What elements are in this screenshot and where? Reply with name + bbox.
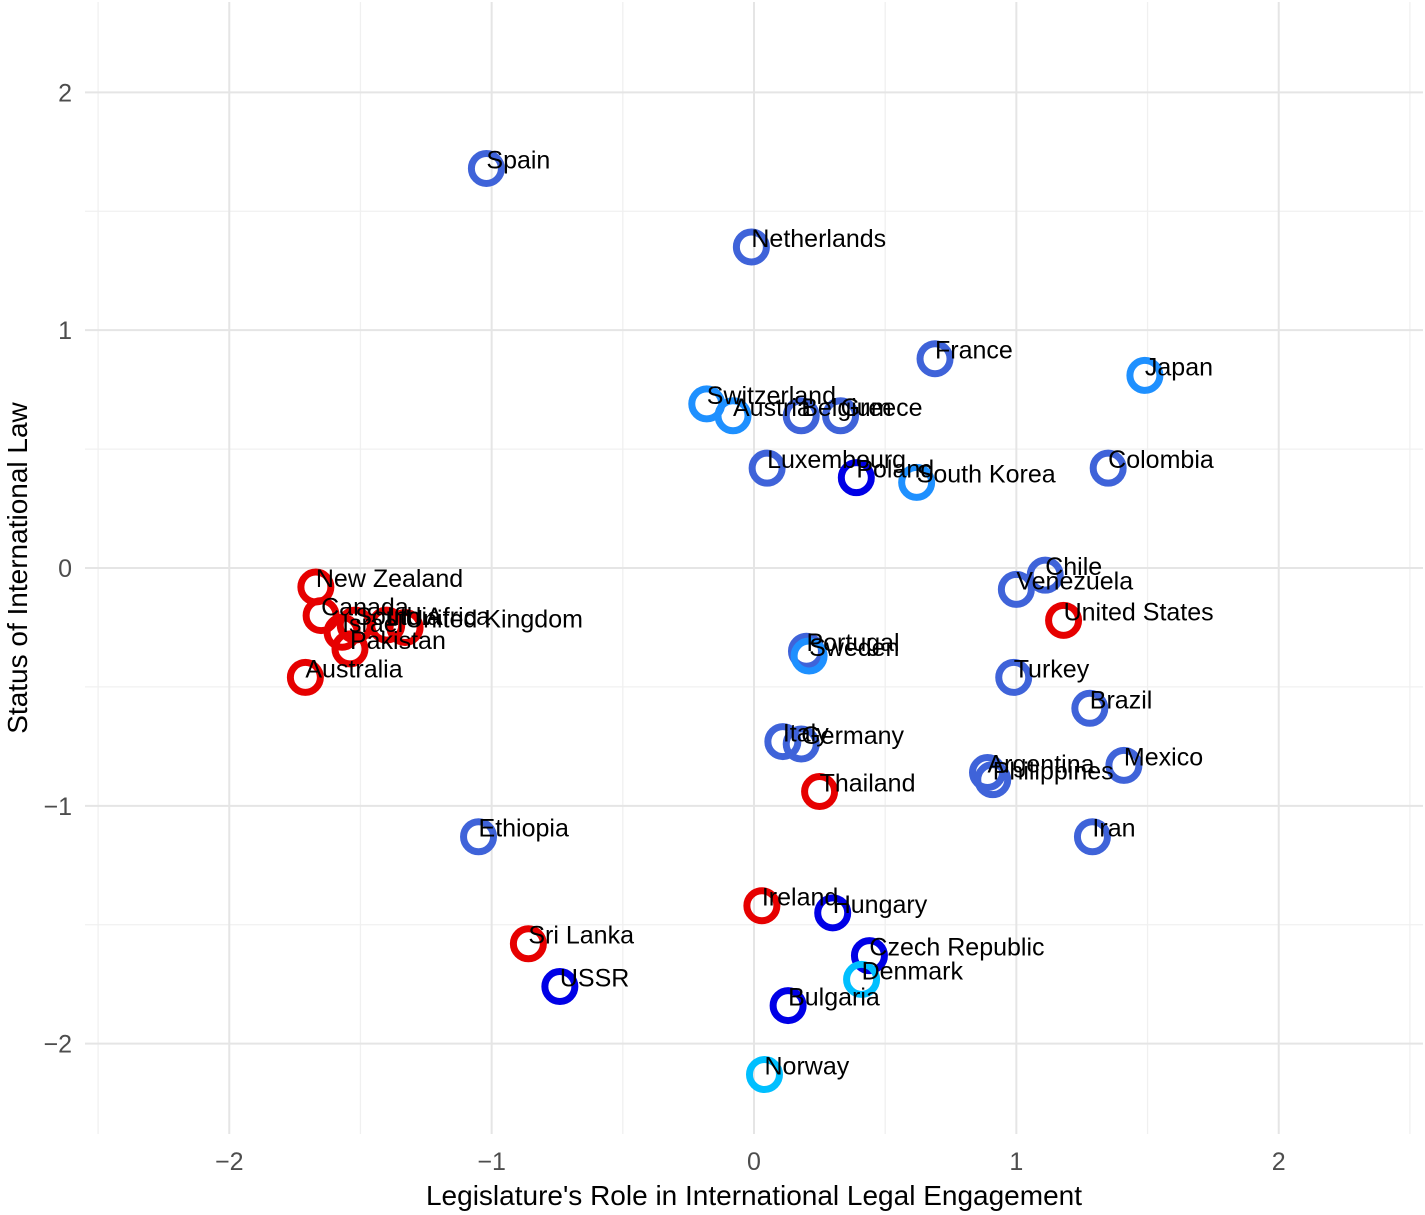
point-label: USSR — [560, 965, 629, 993]
point-label: Brazil — [1090, 686, 1153, 714]
point-label: Sweden — [809, 634, 899, 662]
x-tick-label: −2 — [215, 1148, 244, 1176]
point-label: Mexico — [1124, 743, 1203, 771]
y-tick-label: −1 — [43, 793, 72, 821]
y-axis-tick-labels: −2 −1 0 1 2 — [43, 79, 72, 1058]
point-label: Argentina — [987, 751, 1094, 779]
point-label: Greece — [841, 394, 923, 422]
point-label: Netherlands — [751, 225, 886, 253]
data-points — [286, 149, 1164, 1094]
point-label: Switzerland — [707, 382, 836, 410]
data-point — [541, 968, 579, 1006]
data-point — [1126, 356, 1164, 394]
point-label: Germany — [801, 722, 904, 750]
point-label: Spain — [486, 146, 550, 174]
data-point — [898, 463, 936, 501]
data-point — [790, 637, 828, 675]
data-point — [822, 397, 860, 435]
point-label: Pakistan — [350, 627, 446, 655]
data-point — [801, 773, 839, 811]
point-label: South Korea — [917, 460, 1056, 488]
data-point — [509, 925, 547, 963]
y-tick-label: 1 — [58, 317, 72, 345]
x-tick-label: 0 — [747, 1148, 761, 1176]
point-label: Israel — [342, 610, 403, 638]
point-label: United Kingdom — [405, 605, 583, 633]
point-label: Czech Republic — [869, 934, 1044, 962]
point-label: Poland — [856, 456, 934, 484]
data-point — [368, 606, 406, 644]
x-axis-title: Legislature's Role in International Lega… — [426, 1180, 1082, 1211]
data-point — [467, 149, 505, 187]
point-label: Hungary — [833, 891, 928, 919]
point-label: Venezuela — [1016, 567, 1133, 595]
x-tick-label: 2 — [1272, 1148, 1286, 1176]
data-point — [1105, 746, 1143, 784]
y-tick-label: −2 — [43, 1031, 72, 1059]
data-point — [286, 658, 324, 696]
data-point — [769, 987, 807, 1025]
data-point — [331, 630, 369, 668]
point-label: Iran — [1092, 815, 1135, 843]
x-tick-label: 1 — [1009, 1148, 1023, 1176]
y-tick-label: 0 — [58, 555, 72, 583]
data-point — [995, 658, 1033, 696]
data-point — [732, 228, 770, 266]
point-label: Turkey — [1014, 655, 1090, 683]
point-label: Bulgaria — [788, 984, 880, 1012]
point-label: Ethiopia — [479, 815, 569, 843]
x-axis-tick-labels: −2 −1 0 1 2 — [215, 1148, 1286, 1176]
point-label: Philippines — [993, 758, 1114, 786]
data-point — [743, 887, 781, 925]
data-point — [1089, 449, 1127, 487]
data-point — [745, 1056, 783, 1094]
point-label: South Africa — [355, 603, 490, 631]
data-point — [1045, 601, 1083, 639]
point-label: Sri Lanka — [528, 922, 634, 950]
point-label: Australia — [305, 655, 402, 683]
data-point — [916, 340, 954, 378]
data-point — [997, 570, 1035, 608]
point-label: Canada — [321, 594, 409, 622]
major-gridlines — [85, 2, 1423, 1134]
data-point — [782, 725, 820, 763]
data-point — [748, 449, 786, 487]
y-axis-title: Status of International Law — [2, 401, 33, 733]
point-label: Belgium — [801, 394, 891, 422]
data-point — [1071, 689, 1109, 727]
point-label: Ireland — [762, 884, 838, 912]
data-point — [782, 397, 820, 435]
data-point — [764, 723, 802, 761]
point-label: Japan — [1145, 353, 1213, 381]
point-label: United States — [1064, 598, 1214, 626]
y-tick-label: 2 — [58, 79, 72, 107]
point-label: New Zealand — [316, 565, 463, 593]
data-point — [814, 894, 852, 932]
data-point — [714, 397, 752, 435]
point-label: Thailand — [820, 770, 916, 798]
point-label: Denmark — [862, 957, 964, 985]
data-point — [974, 761, 1012, 799]
point-label: Colombia — [1108, 446, 1214, 474]
data-point — [843, 960, 881, 998]
point-label: Austria — [733, 394, 811, 422]
data-point — [1073, 818, 1111, 856]
point-label: India — [387, 603, 441, 631]
point-label: Luxembourg — [767, 446, 906, 474]
point-label: Chile — [1045, 553, 1102, 581]
point-label: Portugal — [806, 629, 899, 657]
point-label: Italy — [783, 720, 829, 748]
point-label: France — [935, 337, 1013, 365]
data-point — [837, 459, 875, 497]
point-labels: SpainNetherlandsFranceJapanSwitzerlandAu… — [305, 146, 1213, 1080]
data-point — [460, 818, 498, 856]
point-label: Norway — [764, 1053, 849, 1081]
data-point — [1026, 556, 1064, 594]
x-tick-label: −1 — [477, 1148, 506, 1176]
data-point — [386, 608, 424, 646]
